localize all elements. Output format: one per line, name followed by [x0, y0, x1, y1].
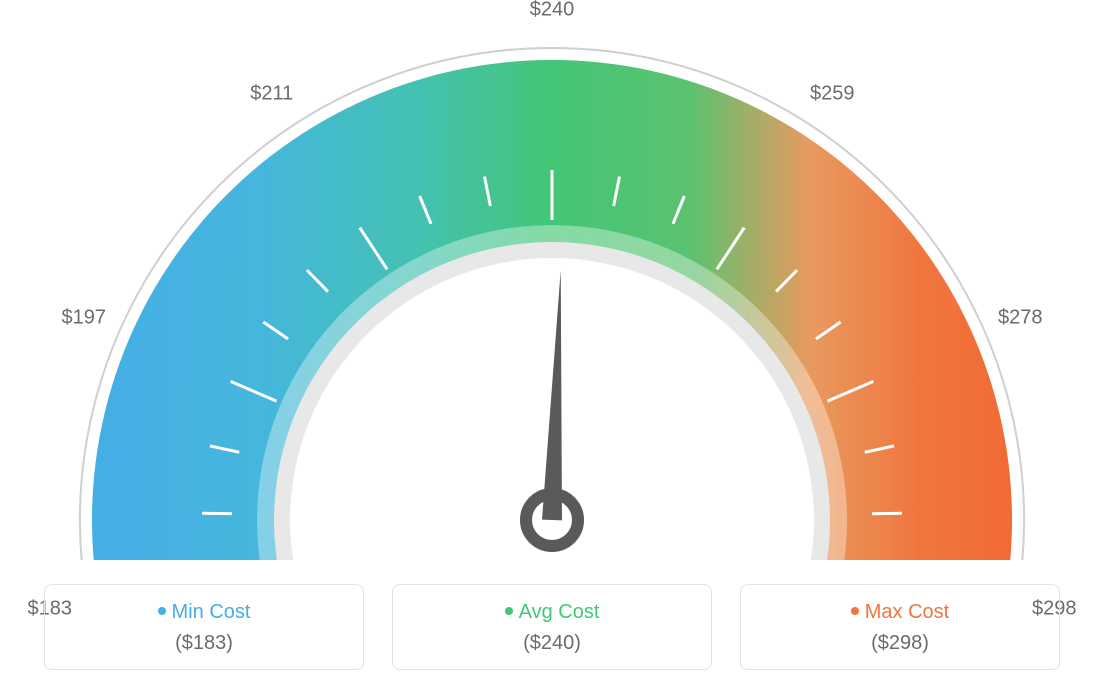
legend-avg-title: Avg Cost — [405, 601, 699, 624]
legend-max-box: Max Cost ($298) — [740, 584, 1060, 670]
legend-min-value: ($183) — [57, 632, 351, 655]
legend-avg-label: Avg Cost — [519, 601, 600, 623]
gauge-svg — [0, 0, 1104, 560]
legend-max-title: Max Cost — [753, 601, 1047, 624]
legend-max-dot — [851, 607, 859, 615]
gauge-chart: $183$197$211$240$259$278$298 — [0, 0, 1104, 560]
legend-max-value: ($298) — [753, 632, 1047, 655]
legend-avg-dot — [505, 607, 513, 615]
gauge-tick-label: $197 — [61, 306, 106, 329]
legend-min-title: Min Cost — [57, 601, 351, 624]
gauge-tick-label: $278 — [998, 306, 1043, 329]
gauge-tick-label: $211 — [250, 82, 293, 105]
legend-avg-box: Avg Cost ($240) — [392, 584, 712, 670]
gauge-tick-label: $240 — [530, 0, 575, 22]
legend-row: Min Cost ($183) Avg Cost ($240) Max Cost… — [0, 584, 1104, 670]
legend-max-label: Max Cost — [865, 601, 949, 623]
legend-min-label: Min Cost — [172, 601, 251, 623]
legend-avg-value: ($240) — [405, 632, 699, 655]
legend-min-dot — [158, 607, 166, 615]
gauge-tick-label: $259 — [810, 82, 855, 105]
legend-min-box: Min Cost ($183) — [44, 584, 364, 670]
